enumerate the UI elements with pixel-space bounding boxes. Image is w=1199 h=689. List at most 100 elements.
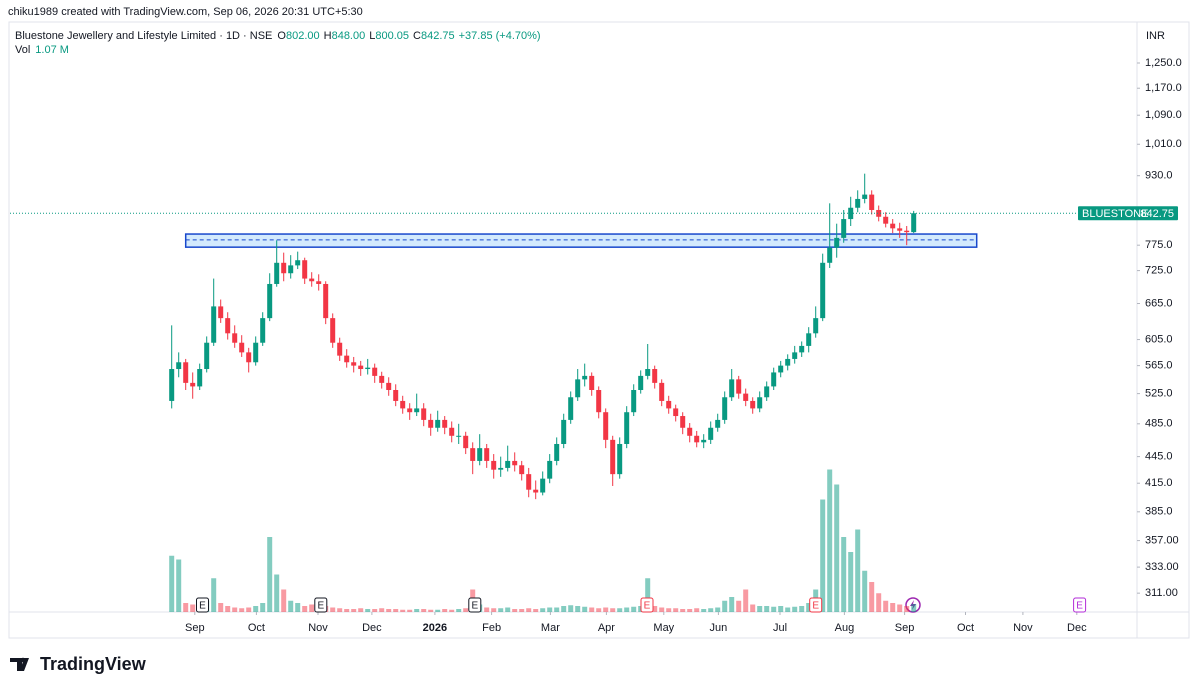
- volume-bar: [610, 608, 616, 612]
- legend-part: 802.00: [286, 30, 320, 42]
- candle-body: [365, 367, 371, 370]
- volume-bar: [246, 607, 252, 612]
- volume-bar: [400, 609, 406, 612]
- candle-body: [610, 439, 616, 475]
- candle-body: [484, 448, 490, 461]
- y-tick-label: 415.0: [1145, 477, 1173, 489]
- volume-bar: [876, 593, 882, 612]
- candle-body: [400, 400, 406, 409]
- x-tick-label: Oct: [248, 622, 265, 634]
- candle-body: [582, 375, 588, 380]
- candle-body: [393, 390, 399, 401]
- volume-bar: [295, 603, 301, 612]
- x-tick-label: May: [653, 622, 674, 634]
- volume-bar: [274, 574, 280, 612]
- legend: Bluestone Jewellery and Lifestyle Limite…: [15, 30, 541, 56]
- event-label: E: [1076, 601, 1083, 612]
- candle-body: [183, 362, 189, 383]
- x-tick-label: 2026: [423, 622, 447, 634]
- candle-body: [785, 358, 791, 366]
- y-tick-label: 605.0: [1145, 333, 1173, 345]
- candle-body: [414, 408, 420, 413]
- volume-bar: [442, 609, 448, 612]
- y-tick-label: 775.0: [1145, 239, 1173, 251]
- volume-bar: [736, 600, 742, 612]
- candle-body: [267, 283, 273, 319]
- candle-body: [645, 369, 651, 376]
- volume-bar: [239, 608, 245, 612]
- volume-bar: [309, 604, 315, 612]
- y-tick-label: 525.0: [1145, 388, 1173, 400]
- volume-bar: [379, 608, 385, 612]
- volume-name: Vol: [15, 44, 30, 56]
- volume-bar: [547, 607, 553, 612]
- candle-body: [708, 427, 714, 440]
- volume-bar: [169, 555, 175, 612]
- candle-body: [680, 416, 686, 428]
- volume-bar: [645, 578, 651, 612]
- candle-body: [533, 489, 539, 493]
- x-tick-label: Nov: [1013, 622, 1033, 634]
- volume-bar: [806, 603, 812, 612]
- candle-body: [337, 342, 343, 356]
- legend-part: H: [324, 30, 332, 42]
- volume-bar: [218, 603, 224, 612]
- event-label: E: [471, 601, 478, 612]
- legend-part: 848.00: [332, 30, 366, 42]
- volume-bar: [750, 604, 756, 612]
- candle-body: [386, 382, 392, 391]
- x-tick-label: Jun: [710, 622, 728, 634]
- x-tick-label: Apr: [598, 622, 615, 634]
- volume-bar: [757, 606, 763, 612]
- volume-bar: [799, 606, 805, 612]
- volume-bar: [302, 606, 308, 612]
- volume-bar: [190, 604, 196, 612]
- candle-body: [771, 372, 777, 387]
- candle-body: [428, 419, 434, 428]
- candle-body: [750, 400, 756, 409]
- candle-body: [491, 460, 497, 470]
- candle-body: [617, 443, 623, 475]
- candle-body: [778, 365, 784, 373]
- volume-bar: [582, 606, 588, 612]
- volume-bar: [211, 578, 217, 612]
- candle-body: [281, 262, 287, 274]
- volume-bar: [372, 609, 378, 612]
- volume-bar: [288, 600, 294, 612]
- candle-body: [883, 216, 889, 224]
- candle-body: [806, 333, 812, 346]
- candle-body: [456, 435, 462, 437]
- candle-body: [841, 219, 847, 238]
- candle-body: [638, 375, 644, 391]
- candle-body: [827, 247, 833, 263]
- candle-body: [736, 379, 742, 394]
- volume-bar: [414, 609, 420, 612]
- volume-bar: [337, 608, 343, 612]
- event-label: E: [317, 601, 324, 612]
- candle-body: [659, 382, 665, 401]
- candle-body: [239, 342, 245, 353]
- candle-body: [302, 260, 308, 279]
- candle-body: [729, 379, 735, 398]
- volume-bar: [176, 559, 182, 612]
- event-badge: [640, 597, 654, 613]
- y-tick-label: 1,170.0: [1145, 82, 1182, 94]
- candle-body: [757, 397, 763, 409]
- candle-body: [624, 412, 630, 444]
- candle-body: [176, 362, 182, 370]
- volume-bar: [890, 603, 896, 612]
- volume-bar: [848, 552, 854, 612]
- event-badge: [314, 597, 328, 613]
- volume-bar: [680, 609, 686, 612]
- volume-bar: [596, 608, 602, 612]
- candle-body: [477, 448, 483, 461]
- candle-body: [834, 237, 840, 248]
- volume-bar: [743, 589, 749, 612]
- volume-bar: [589, 607, 595, 612]
- candle-body: [890, 223, 896, 229]
- candle-body: [407, 408, 413, 413]
- candle-body: [673, 408, 679, 417]
- volume-bar: [666, 608, 672, 612]
- last-price-tag: [1078, 206, 1178, 221]
